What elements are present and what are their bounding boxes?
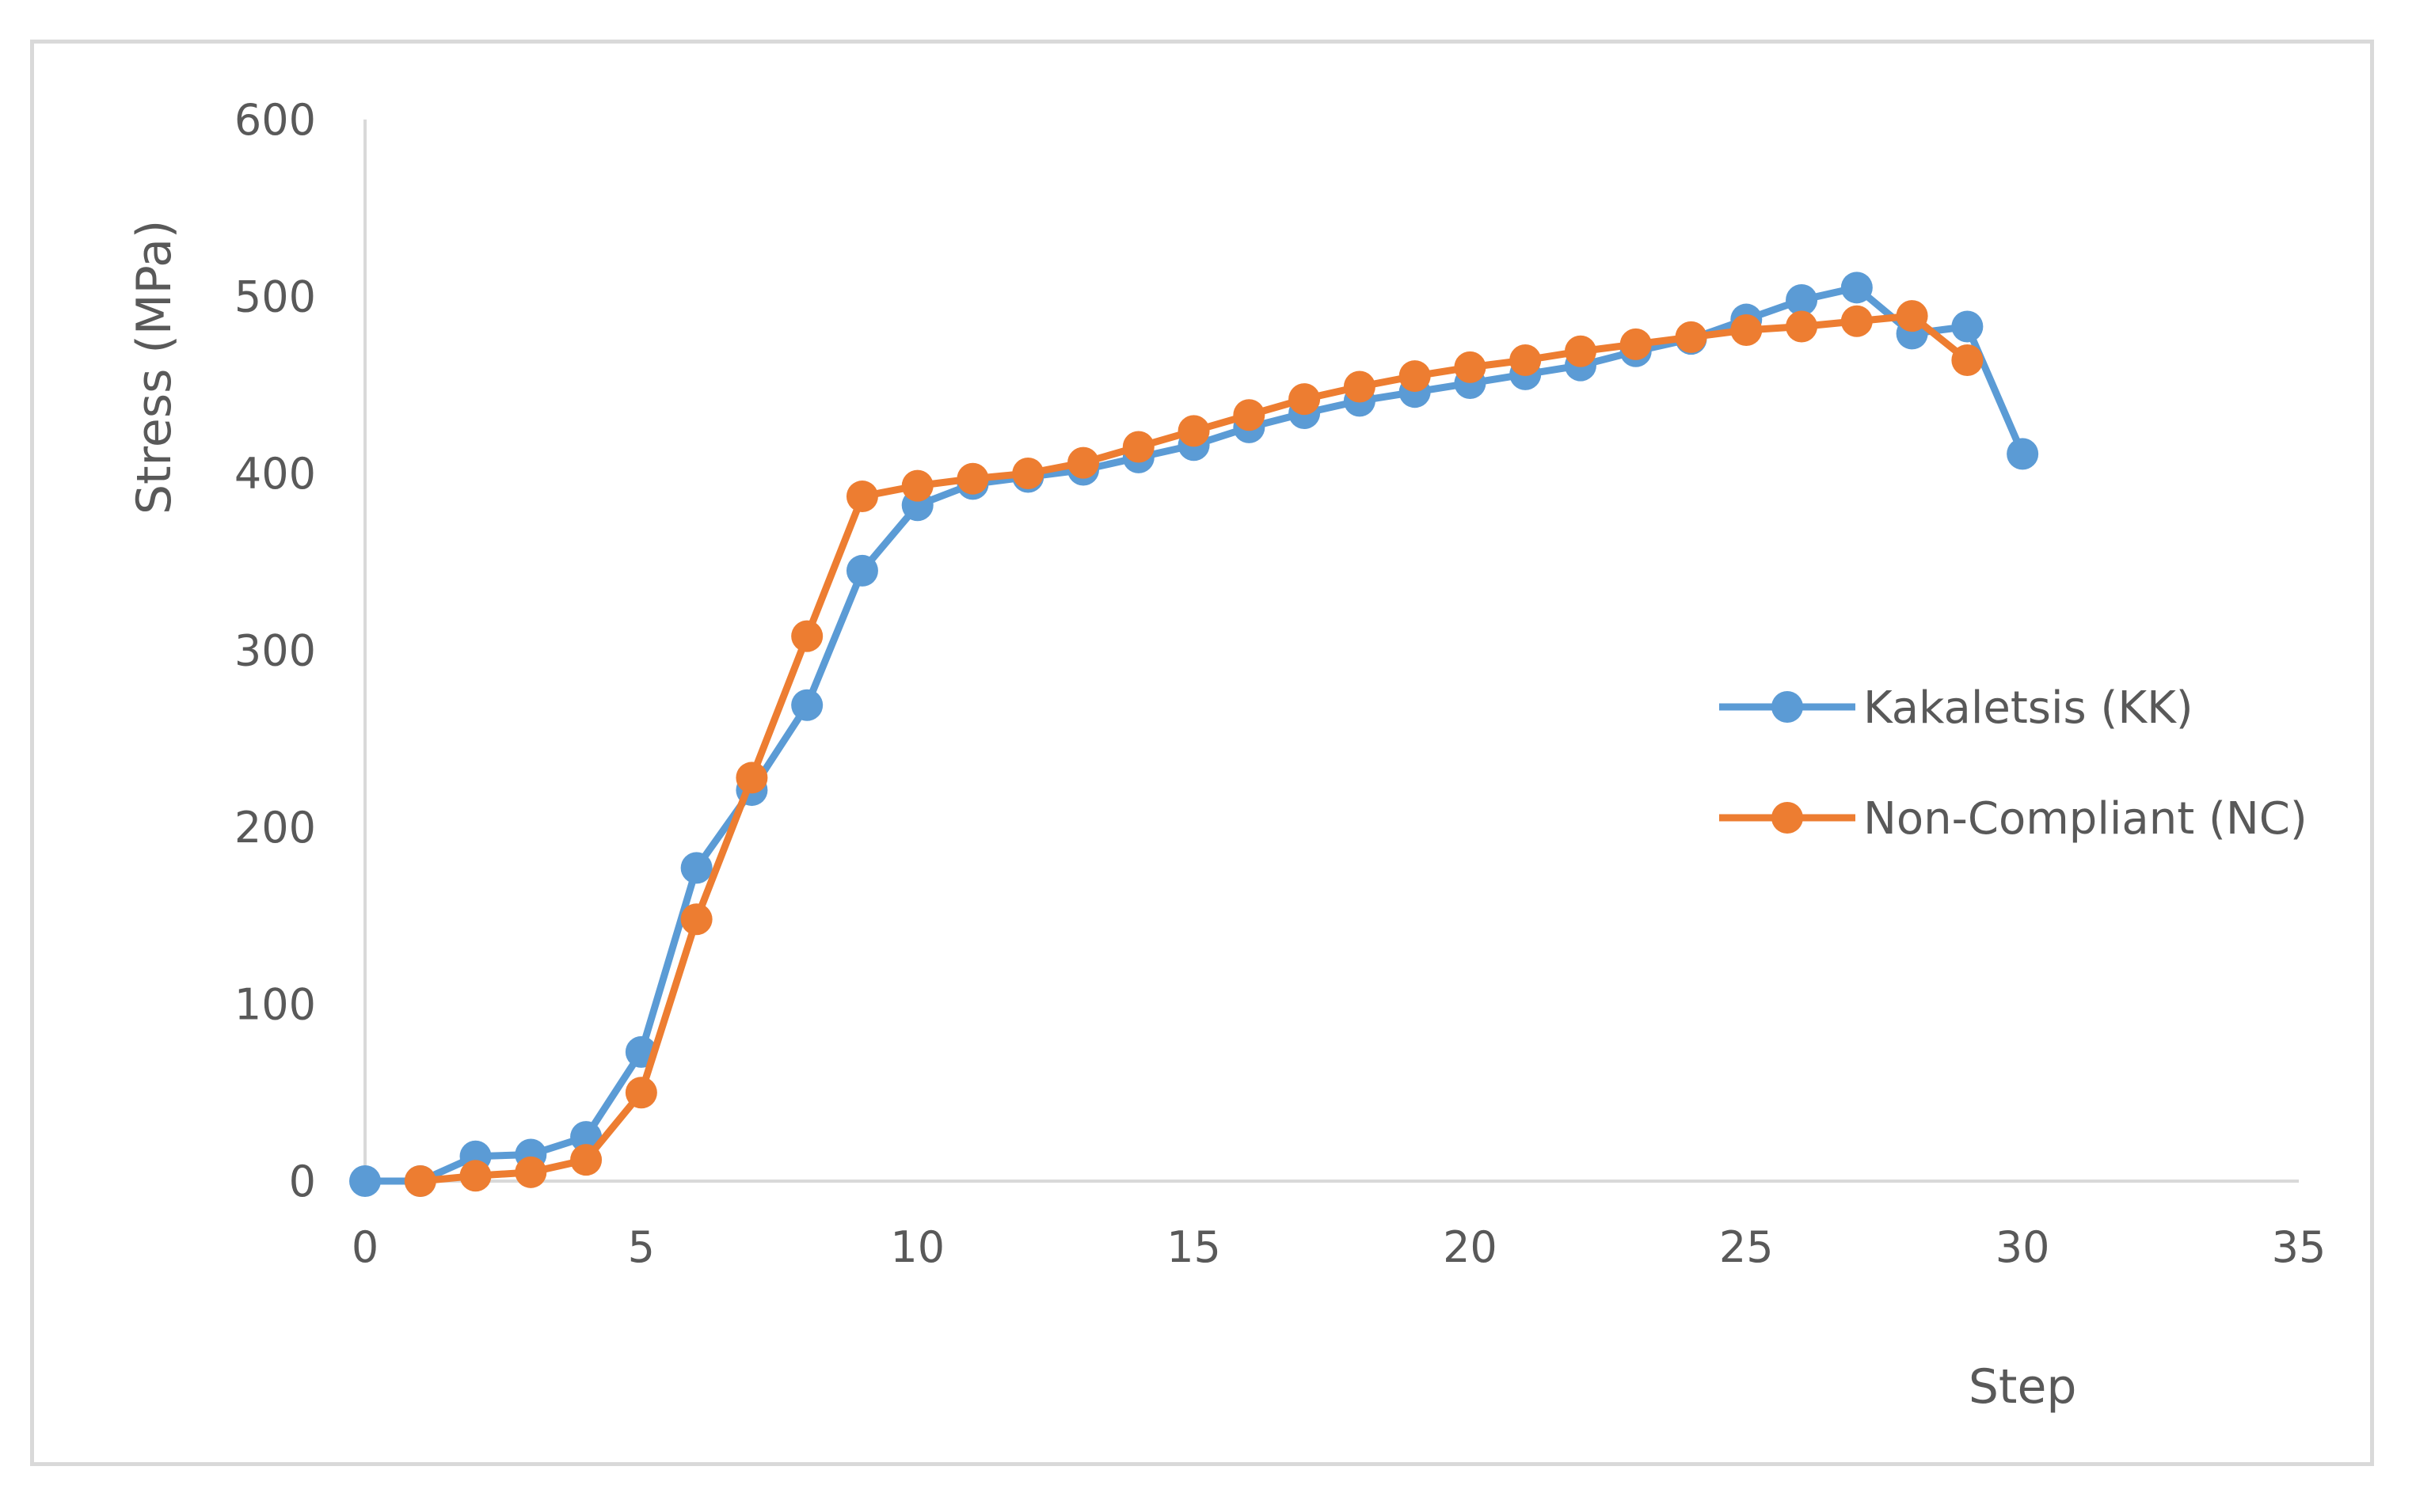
- data-point: [1509, 344, 1542, 376]
- data-point: [957, 462, 989, 495]
- data-point: [1288, 383, 1321, 416]
- data-point: [1840, 272, 1873, 304]
- data-point: [349, 1165, 381, 1197]
- data-point: [1951, 310, 1984, 343]
- data-point: [680, 852, 713, 884]
- data-point: [1398, 360, 1431, 393]
- x-tick-label: 15: [1166, 1222, 1221, 1272]
- x-tick-label: 5: [628, 1222, 655, 1272]
- data-point: [1454, 351, 1486, 383]
- data-point: [1343, 370, 1375, 403]
- data-point: [625, 1077, 657, 1109]
- data-point: [1896, 300, 1928, 332]
- data-point: [901, 469, 934, 502]
- x-tick-label: 20: [1443, 1222, 1497, 1272]
- chart-frame: 0 100 200 300 400 500 600 0 5 10 15 20 25 30 35 Stress …: [30, 40, 2374, 1466]
- x-tick-label: 0: [352, 1222, 379, 1272]
- series-0: [349, 272, 2039, 1197]
- data-point: [1675, 321, 1707, 353]
- x-axis-title: Step: [1969, 1359, 2077, 1415]
- data-point: [515, 1156, 547, 1188]
- data-point: [1012, 458, 1044, 489]
- data-point: [2007, 438, 2039, 470]
- data-point: [736, 762, 768, 794]
- legend-entry-1: Non-Compliant (NC): [1719, 793, 2308, 845]
- data-point: [459, 1160, 492, 1192]
- data-point: [404, 1165, 436, 1197]
- data-point: [791, 689, 824, 721]
- legend-marker: [1771, 691, 1803, 723]
- data-point: [1564, 335, 1596, 367]
- legend-label: Kakaletsis (KK): [1863, 682, 2193, 734]
- y-tick-label: 600: [234, 95, 316, 145]
- y-tick-label: 400: [234, 449, 316, 499]
- legend-label: Non-Compliant (NC): [1863, 793, 2308, 845]
- y-tick-label: 200: [234, 803, 316, 853]
- data-point: [846, 481, 878, 513]
- y-tick-label: 0: [289, 1157, 316, 1206]
- legend-marker: [1771, 802, 1803, 834]
- y-tick-label: 500: [234, 272, 316, 322]
- data-point: [1619, 328, 1652, 360]
- data-point: [680, 903, 713, 936]
- series-1: [404, 300, 1984, 1197]
- data-point: [1730, 313, 1763, 346]
- line-chart: 0 100 200 300 400 500 600 0 5 10 15 20 25 30 35 Stress …: [127, 95, 2326, 1415]
- data-point: [1178, 415, 1210, 447]
- series-layer: [349, 272, 2039, 1197]
- data-point: [1233, 399, 1265, 431]
- x-tick-label: 25: [1719, 1222, 1774, 1272]
- data-point: [791, 620, 824, 652]
- data-point: [1951, 344, 1984, 376]
- y-axis-title: Stress (MPa): [127, 220, 182, 515]
- data-point: [1067, 446, 1100, 479]
- data-point: [846, 554, 878, 587]
- legend-entry-0: Kakaletsis (KK): [1719, 682, 2193, 734]
- data-point: [570, 1144, 603, 1176]
- y-tick-label: 300: [234, 626, 316, 676]
- data-point: [1122, 431, 1155, 463]
- x-tick-label: 35: [2272, 1222, 2327, 1272]
- legend: Kakaletsis (KK) Non-Compliant (NC): [1719, 682, 2308, 845]
- x-tick-label: 10: [890, 1222, 945, 1272]
- x-tick-label: 30: [1996, 1222, 2050, 1272]
- data-point: [1786, 310, 1818, 343]
- data-point: [1786, 283, 1818, 316]
- data-point: [1840, 305, 1873, 337]
- axes: 0 100 200 300 400 500 600 0 5 10 15 20 25 30 35 Stress …: [127, 95, 2326, 1415]
- y-tick-label: 100: [234, 980, 316, 1030]
